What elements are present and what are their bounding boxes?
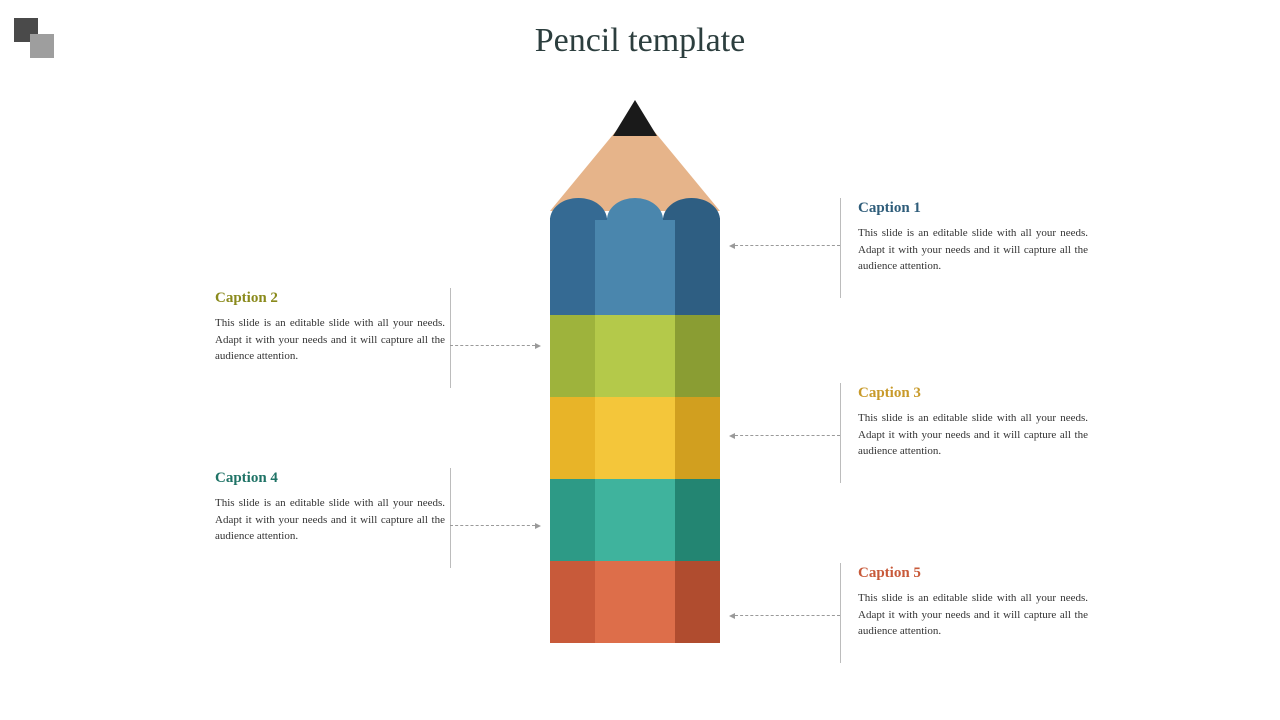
pencil-tip-icon [613, 100, 657, 136]
caption-block-5: Caption 5 This slide is an editable slide… [858, 565, 1088, 640]
caption-title: Caption 1 [858, 200, 1088, 217]
caption-body: This slide is an editable slide with all… [215, 495, 445, 545]
caption-body: This slide is an editable slide with all… [858, 590, 1088, 640]
caption-title: Caption 2 [215, 290, 445, 307]
caption-divider [450, 288, 451, 388]
connector-arrow-icon [735, 435, 840, 436]
caption-block-3: Caption 3 This slide is an editable slide… [858, 385, 1088, 460]
pencil-segment-1 [550, 218, 720, 315]
caption-divider [450, 468, 451, 568]
caption-divider [840, 383, 841, 483]
caption-divider [840, 563, 841, 663]
caption-title: Caption 5 [858, 565, 1088, 582]
caption-block-2: Caption 2 This slide is an editable slide… [215, 290, 445, 365]
caption-block-1: Caption 1 This slide is an editable slide… [858, 200, 1088, 275]
caption-body: This slide is an editable slide with all… [858, 225, 1088, 275]
caption-block-4: Caption 4 This slide is an editable slide… [215, 470, 445, 545]
pencil-collar [550, 198, 720, 220]
caption-title: Caption 4 [215, 470, 445, 487]
pencil-segment-3 [550, 397, 720, 479]
pencil-segment-5 [550, 561, 720, 643]
caption-divider [840, 198, 841, 298]
pencil-segment-2 [550, 315, 720, 397]
connector-arrow-icon [450, 345, 535, 346]
connector-arrow-icon [735, 245, 840, 246]
page-title: Pencil template [0, 22, 1280, 60]
connector-arrow-icon [735, 615, 840, 616]
caption-body: This slide is an editable slide with all… [215, 315, 445, 365]
connector-arrow-icon [450, 525, 535, 526]
caption-title: Caption 3 [858, 385, 1088, 402]
caption-body: This slide is an editable slide with all… [858, 410, 1088, 460]
pencil-segment-4 [550, 479, 720, 561]
pencil-segments [550, 218, 720, 643]
